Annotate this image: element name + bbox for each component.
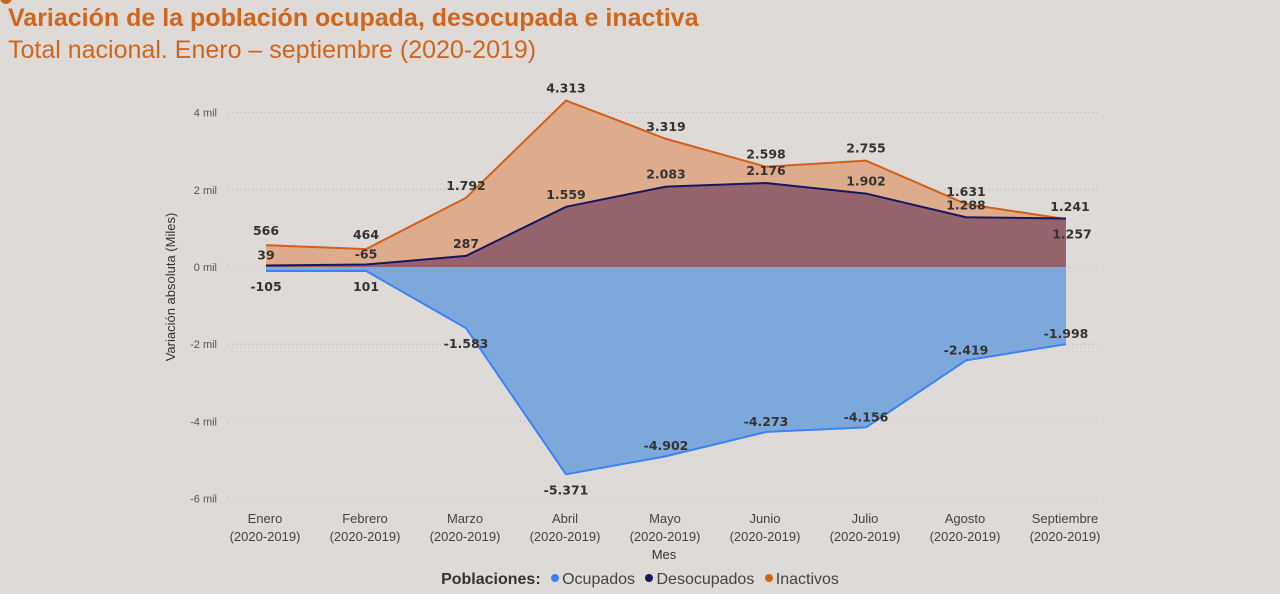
x-tick-label: Enero [248,511,283,526]
x-tick-period: (2020-2019) [730,529,801,544]
legend-dot-inactivos [764,574,773,582]
legend-label-ocupados: Ocupados [562,571,636,588]
data-label-inactivos: 3.319 [646,119,686,134]
area-ocupados [266,267,1066,475]
data-label-inactivos: 4.313 [546,81,586,96]
data-label-ocupados: -2.419 [944,342,989,357]
data-label-inactivos: 566 [253,223,279,238]
y-tick-label: -4 mil [190,416,217,428]
data-label-ocupados: -1.998 [1044,326,1089,341]
data-label-inactivos: 2.598 [746,147,786,162]
area-desocupados [266,183,1066,267]
x-tick-period: (2020-2019) [630,529,701,544]
data-label-desocupados: 39 [257,247,274,262]
x-tick-label: Mayo [649,511,681,526]
legend-label-inactivos: Inactivos [775,571,839,588]
chart-subtitle: Total nacional. Enero – septiembre (2020… [8,36,537,64]
legend-dot-desocupados [645,574,654,582]
x-axis-title: Mes [652,547,677,562]
x-tick-label: Junio [749,511,780,526]
chart-title: Variación de la población ocupada, desoc… [8,4,699,32]
y-tick-label: 2 mil [194,185,217,197]
x-tick-period: (2020-2019) [930,529,1001,544]
data-label-ocupados: -105 [250,279,281,294]
data-label-ocupados: -1.583 [444,336,489,351]
y-tick-label: -2 mil [190,339,217,351]
data-label-desocupados: 2.083 [646,167,686,182]
data-label-ocupados: -5.371 [544,482,589,497]
legend-item-ocupados[interactable]: Ocupados [545,571,635,588]
x-tick-period: (2020-2019) [330,529,401,544]
x-tick-label: Marzo [447,511,483,526]
legend-label-desocupados: Desocupados [656,571,755,588]
x-tick-period: (2020-2019) [830,529,901,544]
data-label-desocupados: 1.559 [546,187,586,202]
legend: Poblaciones: Ocupados Desocupados Inacti… [0,571,1280,589]
line-ocupados [265,269,1067,476]
x-tick-label: Septiembre [1032,511,1098,526]
data-label-ocupados: 101 [353,279,379,294]
x-tick-period: (2020-2019) [430,529,501,544]
x-tick-label: Febrero [342,511,388,526]
data-label-desocupados: 287 [453,236,479,251]
x-tick-period: (2020-2019) [1030,529,1101,544]
y-tick-label: 0 mil [194,262,217,274]
data-label-inactivos: 1.631 [946,184,986,199]
data-label-desocupados: 1.288 [946,197,986,212]
x-tick-label: Abril [552,511,578,526]
line-inactivos [265,99,1067,251]
legend-item-inactivos[interactable]: Inactivos [759,571,839,588]
x-tick-period: (2020-2019) [530,529,601,544]
data-label-desocupados: 1.257 [1052,226,1092,241]
data-label-inactivos: 2.755 [846,141,886,156]
data-label-desocupados: 1.902 [846,174,886,189]
legend-title: Poblaciones: [441,571,541,588]
x-tick-period: (2020-2019) [230,529,301,544]
data-label-inactivos: 464 [353,227,379,242]
legend-item-desocupados[interactable]: Desocupados [639,571,754,588]
data-label-desocupados: 2.176 [746,163,786,178]
data-label-inactivos: 1.792 [446,178,486,193]
legend-dot-ocupados [551,574,560,582]
x-tick-label: Julio [852,511,879,526]
data-label-desocupados: -65 [355,246,378,261]
data-label-ocupados: -4.273 [744,414,789,429]
line-desocupados [265,182,1067,267]
y-tick-label: -6 mil [190,494,217,506]
y-tick-label: 4 mil [194,108,217,120]
data-label-ocupados: -4.156 [844,409,889,424]
data-label-ocupados: -4.902 [644,438,689,453]
y-axis-title: Variación absoluta (Miles) [163,213,178,362]
x-tick-label: Agosto [945,511,985,526]
data-label-inactivos: 1.241 [1050,199,1090,214]
corner-mark [0,0,12,4]
